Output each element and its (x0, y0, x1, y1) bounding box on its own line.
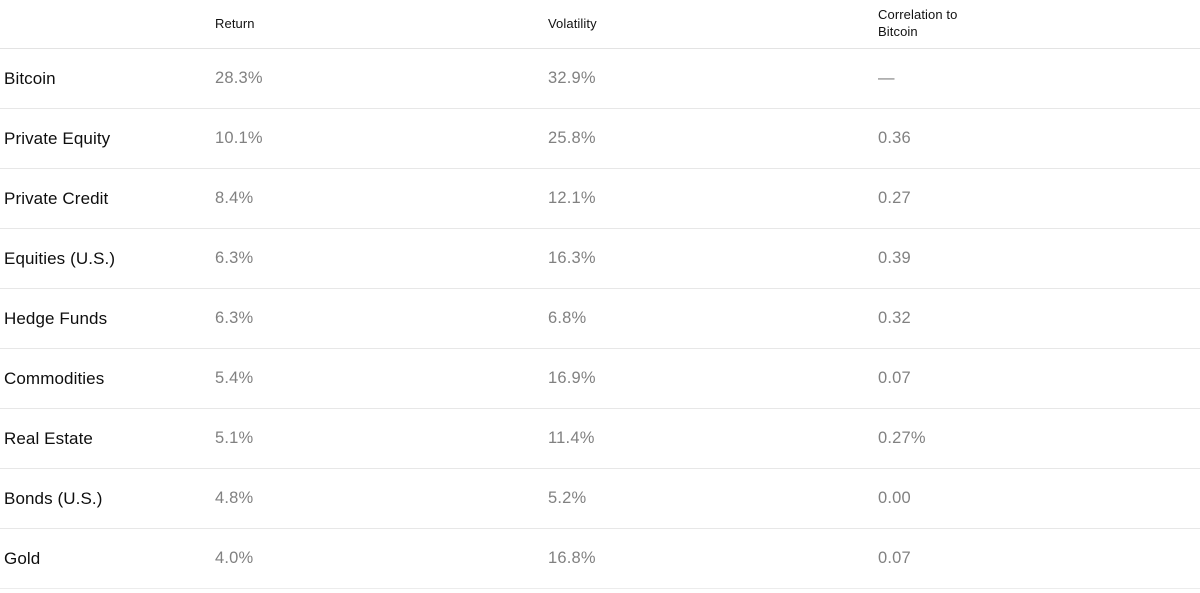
table-header-row: Return Volatility Correlation to Bitcoin (0, 0, 1200, 49)
volatility-value: 11.4% (548, 429, 595, 447)
return-value: 8.4% (215, 189, 254, 207)
row-label: Bitcoin (4, 68, 56, 88)
row-label: Private Credit (4, 188, 109, 208)
row-label: Real Estate (4, 428, 93, 448)
row-label: Bonds (U.S.) (4, 488, 103, 508)
return-value: 10.1% (215, 129, 263, 147)
correlation-value: 0.32 (878, 309, 911, 327)
return-value: 4.0% (215, 549, 254, 567)
volatility-value: 5.2% (548, 489, 587, 507)
table-row: Private Credit 8.4% 12.1% 0.27 (0, 169, 1200, 229)
return-value: 5.1% (215, 429, 254, 447)
table-row: Commodities 5.4% 16.9% 0.07 (0, 349, 1200, 409)
correlation-value: 0.07 (878, 549, 911, 567)
table-row: Private Equity 10.1% 25.8% 0.36 (0, 109, 1200, 169)
return-value: 6.3% (215, 249, 254, 267)
row-label: Gold (4, 548, 41, 568)
return-value: 5.4% (215, 369, 254, 387)
table-row: Gold 4.0% 16.8% 0.07 (0, 529, 1200, 589)
correlation-value: 0.27 (878, 189, 911, 207)
row-label: Hedge Funds (4, 308, 108, 328)
volatility-value: 16.8% (548, 549, 596, 567)
volatility-value: 25.8% (548, 129, 596, 147)
row-label: Equities (U.S.) (4, 248, 116, 268)
volatility-value: 16.9% (548, 369, 596, 387)
table-row: Equities (U.S.) 6.3% 16.3% 0.39 (0, 229, 1200, 289)
correlation-value: 0.07 (878, 369, 911, 387)
return-value: 4.8% (215, 489, 254, 507)
column-header-volatility: Volatility (548, 15, 597, 31)
correlation-value: 0.00 (878, 489, 911, 507)
correlation-value: 0.27% (878, 429, 926, 447)
volatility-value: 6.8% (548, 309, 587, 327)
correlation-value: 0.36 (878, 129, 911, 147)
table-row: Hedge Funds 6.3% 6.8% 0.32 (0, 289, 1200, 349)
return-value: 28.3% (215, 69, 263, 87)
correlation-value: 0.39 (878, 249, 911, 267)
correlation-value: — (878, 69, 895, 87)
table-row: Bitcoin 28.3% 32.9% — (0, 49, 1200, 109)
column-header-return: Return (215, 15, 255, 31)
row-label: Commodities (4, 368, 105, 388)
volatility-value: 32.9% (548, 69, 596, 87)
return-value: 6.3% (215, 309, 254, 327)
volatility-value: 16.3% (548, 249, 596, 267)
column-header-correlation: Correlation to Bitcoin (878, 7, 958, 39)
row-label: Private Equity (4, 128, 111, 148)
table-row: Bonds (U.S.) 4.8% 5.2% 0.00 (0, 469, 1200, 529)
volatility-value: 12.1% (548, 189, 596, 207)
table-row: Real Estate 5.1% 11.4% 0.27% (0, 409, 1200, 469)
